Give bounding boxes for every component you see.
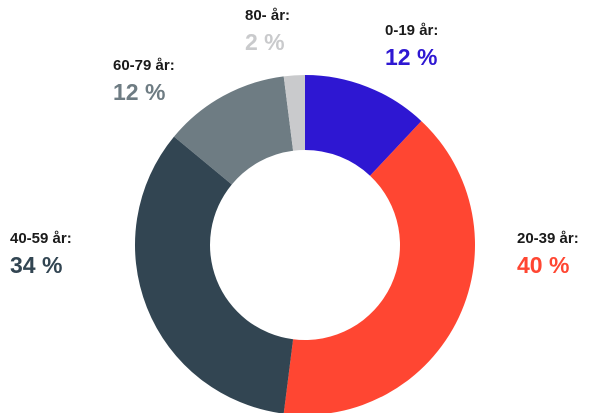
donut-segment	[283, 75, 305, 151]
category-label: 60-79 år:	[113, 57, 175, 74]
donut-segment	[174, 76, 294, 185]
value-label: 34 %	[10, 252, 62, 278]
category-label: 0-19 år:	[385, 22, 438, 39]
category-label: 20-39 år:	[517, 230, 579, 247]
category-label: 40-59 år:	[10, 230, 72, 247]
donut-segment	[305, 75, 422, 176]
donut-segment	[135, 136, 294, 413]
donut-segment	[283, 121, 475, 413]
value-label: 40 %	[517, 252, 569, 278]
value-label: 12 %	[385, 44, 437, 70]
value-label: 2 %	[245, 29, 285, 55]
category-label: 80- år:	[245, 7, 290, 24]
value-label: 12 %	[113, 79, 165, 105]
